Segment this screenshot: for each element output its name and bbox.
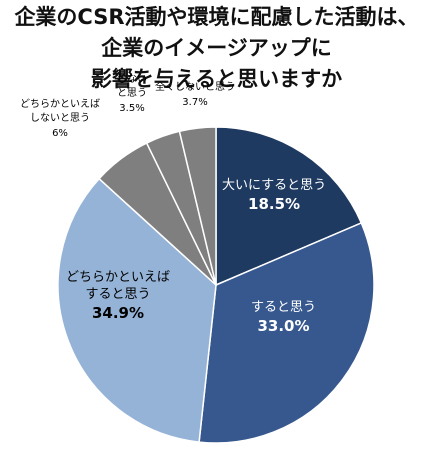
pie-slice-2 xyxy=(198,221,375,444)
slice-label-2: すると思う 33.0% xyxy=(251,299,316,337)
slice-value-label: 6% xyxy=(52,128,68,139)
slice-value-label: 34.9% xyxy=(91,304,145,322)
slice-label-6: 全くしないと思う 3.7% xyxy=(155,81,235,111)
slice-label-text: どちらかといえば xyxy=(20,99,100,110)
slice-label-text: と思う xyxy=(117,88,147,99)
slice-label-text: どちらかといえば xyxy=(66,270,171,285)
slice-value-label: 18.5% xyxy=(248,195,301,213)
slice-label-text: しない xyxy=(117,74,147,85)
slice-label-text: 大いにすると思う xyxy=(222,178,327,193)
pie-slice-1 xyxy=(215,126,363,287)
slice-label-text: 全くしないと思う xyxy=(155,82,235,93)
slice-label-4: どちらかといえば しないと思う 6% xyxy=(20,98,100,142)
slice-label-3: どちらかといえば すると思う 34.9% xyxy=(66,269,170,324)
slice-value-label: 3.7% xyxy=(182,97,208,108)
slice-label-text: すると思う xyxy=(251,300,317,315)
chart-title: 企業のCSR活動や環境に配慮した活動は、 企業のイメージアップに 影響を与えると… xyxy=(0,2,433,95)
slice-label-text: すると思う xyxy=(85,287,151,302)
slice-label-text: しないと思う xyxy=(30,113,90,124)
title-line-1: 企業のCSR活動や環境に配慮した活動は、 xyxy=(14,5,419,29)
pie-slice-3 xyxy=(57,177,217,443)
title-line-2: 企業のイメージアップに xyxy=(101,36,332,60)
slice-value-label: 3.5% xyxy=(119,103,145,114)
slice-label-5: しないと思う 3.5% xyxy=(117,73,147,117)
slice-value-label: 33.0% xyxy=(257,317,310,335)
title-line-3: 影響を与えると思いますか xyxy=(90,67,343,91)
pie-slice-6 xyxy=(178,126,217,286)
slice-label-1: 大いにすると思う 18.5% xyxy=(222,177,326,215)
